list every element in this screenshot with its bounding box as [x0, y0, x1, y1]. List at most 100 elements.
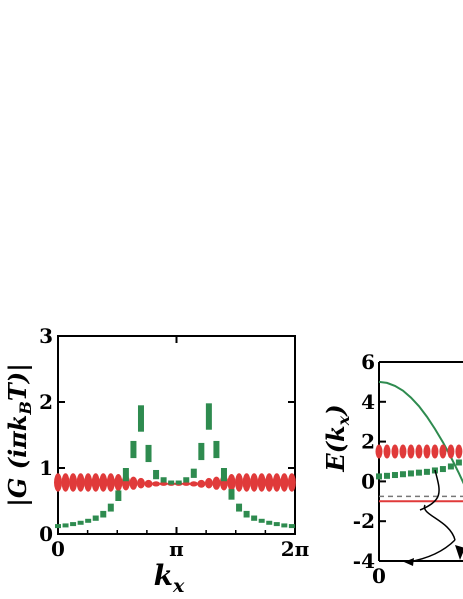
xtick-labels-left: 0 π 2π — [51, 537, 309, 561]
point-green — [236, 503, 243, 512]
ytick-labels-left: 0 1 2 3 — [39, 324, 53, 546]
point-green — [391, 472, 398, 479]
ytick-label: 1 — [39, 456, 53, 480]
ticks-left — [57, 335, 296, 535]
ytick-label: 6 — [361, 350, 375, 374]
ytick-label: -4 — [353, 549, 375, 573]
point-red — [129, 476, 138, 490]
ytick-label: 2 — [39, 390, 53, 414]
point-green — [228, 489, 235, 500]
point-green — [288, 524, 295, 529]
ytick-label: 0 — [361, 469, 375, 493]
point-red — [106, 473, 115, 492]
point-green — [190, 468, 197, 478]
point-red — [235, 473, 244, 492]
point-red — [375, 444, 383, 459]
point-green — [175, 480, 182, 485]
point-green — [107, 503, 114, 512]
point-red — [439, 444, 447, 459]
point-red — [76, 473, 85, 492]
annotation-arrow-line — [407, 539, 456, 563]
point-red — [182, 481, 191, 486]
point-red — [144, 479, 153, 488]
point-green — [266, 520, 273, 525]
y-axis-label-left: |G (iπkBT)| — [3, 363, 35, 507]
point-green — [55, 524, 61, 529]
point-green — [407, 470, 414, 477]
ytick-labels-right: -4 -2 0 2 4 6 — [353, 350, 375, 573]
point-green — [77, 520, 84, 525]
point-red — [197, 479, 206, 488]
point-green — [281, 523, 288, 528]
point-green — [153, 469, 160, 480]
point-red — [415, 444, 423, 459]
annotation-curve-1 — [419, 469, 440, 511]
point-red — [84, 473, 93, 492]
point-green — [439, 466, 446, 473]
xtick-label: 2π — [281, 537, 310, 561]
point-green — [399, 471, 406, 478]
xtick-label: 0 — [51, 537, 65, 561]
point-green — [160, 477, 167, 483]
point-green — [130, 440, 137, 459]
xtick-label: π — [169, 537, 184, 561]
point-red — [54, 473, 62, 492]
panel-right: -4 -2 0 2 4 6 0 E(kx) — [321, 350, 463, 588]
ytick-label: 2 — [361, 430, 375, 454]
xtick-label: 0 — [372, 564, 386, 588]
point-green — [205, 403, 212, 430]
ytick-label: 4 — [361, 390, 375, 414]
point-red — [91, 473, 100, 492]
point-green — [100, 510, 107, 518]
plot-frame-left — [57, 335, 296, 535]
point-red — [399, 444, 407, 459]
point-red — [152, 481, 161, 487]
point-green — [376, 473, 382, 480]
point-green — [198, 442, 205, 461]
point-green — [258, 518, 265, 523]
point-green — [220, 468, 227, 482]
point-green — [70, 522, 77, 527]
point-red — [250, 473, 259, 492]
point-red — [136, 477, 145, 489]
point-red — [114, 473, 123, 492]
point-green — [115, 490, 122, 501]
point-red — [265, 473, 274, 492]
point-red — [407, 444, 415, 459]
y-axis-label-right: E(kx) — [321, 404, 353, 472]
point-green — [145, 444, 152, 463]
point-green — [168, 480, 175, 485]
ytick-label: -2 — [353, 509, 375, 533]
point-green — [243, 510, 250, 518]
annotation-curve-2 — [423, 504, 456, 541]
point-red — [257, 473, 266, 492]
point-red — [272, 473, 281, 492]
point-green — [383, 472, 390, 479]
point-red — [455, 444, 463, 459]
marks-left — [54, 403, 296, 529]
point-red — [287, 473, 296, 492]
point-red — [280, 473, 289, 492]
panel-left: 0 1 2 3 0 π 2π |G (iπkBT)| kx — [3, 324, 309, 597]
point-red — [204, 477, 213, 489]
point-green — [213, 440, 220, 459]
point-green — [455, 459, 462, 466]
ytick-label: 0 — [39, 522, 53, 546]
annotation-arrowhead-up — [455, 545, 463, 560]
ticks-right — [379, 361, 386, 562]
x-axis-label-left: kx — [154, 559, 185, 597]
point-green — [122, 468, 129, 482]
point-red — [447, 444, 455, 459]
point-green — [92, 515, 99, 521]
point-red — [159, 481, 168, 486]
band-curve — [378, 380, 463, 485]
point-red — [212, 476, 221, 490]
point-red — [99, 473, 108, 492]
point-green — [137, 405, 144, 432]
point-red — [423, 444, 431, 459]
point-green — [183, 477, 190, 483]
point-red — [391, 444, 399, 459]
xtick-labels-right: 0 — [372, 564, 386, 588]
point-green — [85, 518, 92, 523]
